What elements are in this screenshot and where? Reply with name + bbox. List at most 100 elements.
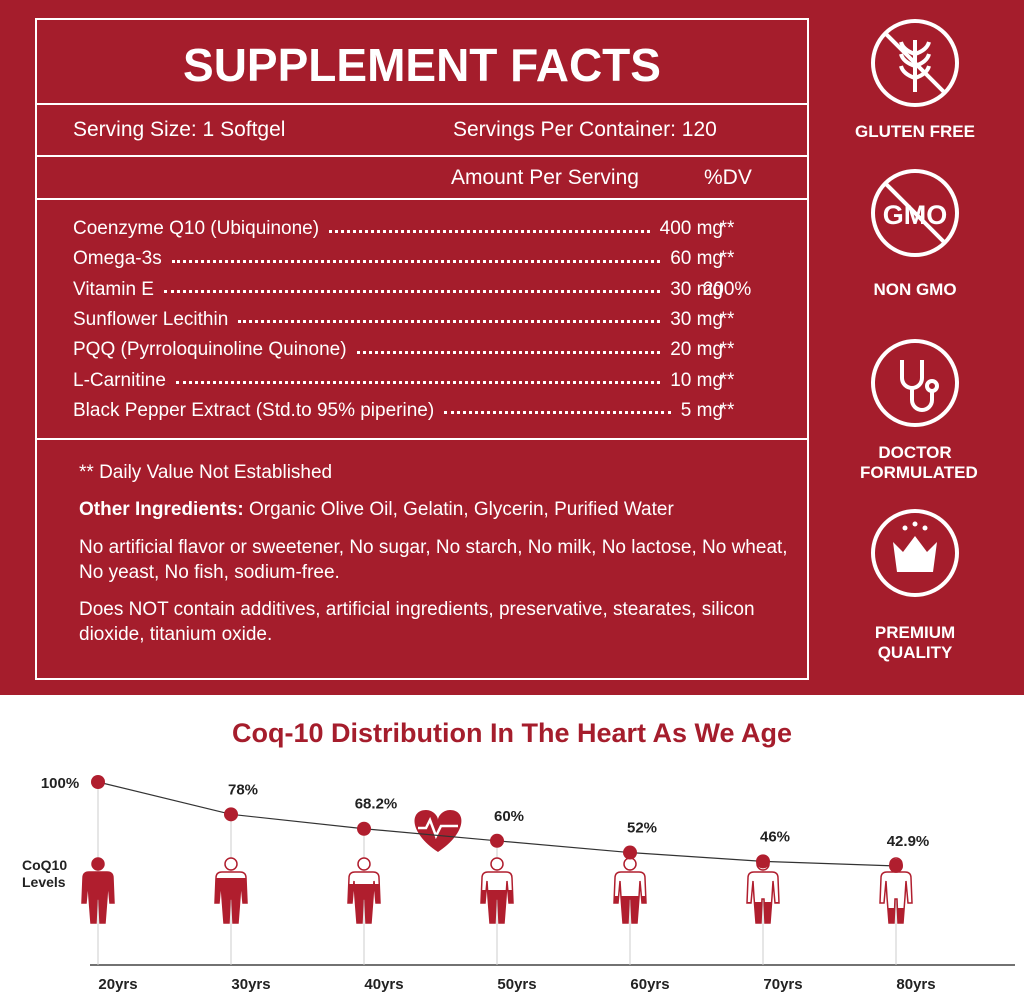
ingredient-dv: ** <box>719 339 735 361</box>
head <box>490 857 504 871</box>
leader-dots <box>238 320 661 324</box>
value-label: 68.2% <box>355 796 398 813</box>
leader-dots <box>329 229 650 233</box>
ingredient-amount: 30 mg <box>670 308 723 330</box>
x-tick-label: 20yrs <box>98 976 137 993</box>
ingredient-row: L-Carnitine 10 mg <box>73 366 723 396</box>
ingredient-name: Coenzyme Q10 (Ubiquinone) <box>73 218 320 239</box>
person-figure <box>613 857 647 924</box>
point <box>357 821 371 836</box>
ingredient-name: L-Carnitine <box>73 369 166 391</box>
other-ingredients-text: Organic Olive Oil, Gelatin, Glycerin, Pu… <box>248 499 674 520</box>
divider <box>37 198 807 200</box>
ingredient-name: Black Pepper Extract (Std.to 95% piperin… <box>73 399 435 421</box>
badge-label: PREMIUM QUALITY <box>874 623 956 662</box>
gluten-icon <box>871 19 959 107</box>
badge-icons: GMO <box>871 19 959 597</box>
divider <box>37 438 807 440</box>
value-label: 60% <box>494 808 524 825</box>
doctor-icon <box>871 339 959 427</box>
ingredient-amount: 10 mg <box>670 369 723 391</box>
chart-title: Coq-10 Distribution In The Heart As We A… <box>232 718 792 748</box>
leader-dots <box>175 381 661 384</box>
point <box>889 858 903 873</box>
badge-label: GLUTEN FREE <box>855 122 975 141</box>
body-fill <box>887 908 905 923</box>
x-tick-label: 70yrs <box>763 976 802 993</box>
leader-dots <box>356 350 661 354</box>
ingredient-row: Black Pepper Extract (Std.to 95% piperin… <box>73 396 723 426</box>
head <box>224 857 238 871</box>
other-ingredients-label: Other Ingredients: <box>79 499 244 520</box>
point <box>224 807 238 822</box>
quality-icon <box>871 509 959 597</box>
facts-title: SUPPLEMENT FACTS <box>183 39 661 91</box>
value-label: 100% <box>41 775 79 792</box>
divider <box>37 103 807 105</box>
supplement-panel: SUPPLEMENT FACTS Serving Size: 1 Softgel… <box>0 0 1024 695</box>
person-figure <box>347 857 381 924</box>
x-tick-label: 80yrs <box>896 976 935 993</box>
person-figure <box>214 857 248 924</box>
note: No artificial flavor or sweetener, No su… <box>79 537 788 583</box>
ingredient-dv: 200% <box>702 278 752 300</box>
ingredient-amount: 400 mg <box>659 218 723 239</box>
y-axis-label: CoQ10 Levels <box>22 857 68 890</box>
ingredient-dv: ** <box>719 399 735 421</box>
leader-dots <box>163 290 661 294</box>
ingredient-name: Omega-3s <box>73 248 162 270</box>
body-fill <box>481 890 513 923</box>
leader-dots <box>171 259 661 263</box>
daily-value-note: ** Daily Value Not Established <box>79 462 333 483</box>
point <box>490 833 504 848</box>
servings-per-container: Servings Per Container: 120 <box>453 118 717 141</box>
point <box>756 854 770 869</box>
badge-label: NON GMO <box>873 280 957 299</box>
ingredient-name: Sunflower Lecithin <box>73 308 229 330</box>
heart-icon <box>414 810 462 852</box>
ingredient-name: Vitamin E <box>73 278 154 300</box>
ingredient-dv: ** <box>719 248 735 270</box>
x-tick-label: 50yrs <box>497 976 536 993</box>
divider <box>37 155 807 157</box>
body <box>879 871 913 924</box>
chart: Coq-10 Distribution In The Heart As We A… <box>41 718 1015 993</box>
body-fill <box>82 872 114 923</box>
value-label: 46% <box>760 828 790 845</box>
value-label: 78% <box>228 781 258 798</box>
x-tick-label: 30yrs <box>231 976 270 993</box>
ingredient-amount: 5 mg <box>680 399 723 421</box>
point <box>91 775 105 789</box>
facts-box: SUPPLEMENT FACTS Serving Size: 1 Softgel… <box>35 18 809 680</box>
person-figure <box>480 857 514 924</box>
ingredient-name: PQQ (Pyrroloquinoline Quinone) <box>73 339 347 361</box>
ingredient-dv: ** <box>719 308 735 330</box>
ingredient-row: Omega-3s 60 mg <box>73 244 723 274</box>
body-fill <box>614 896 646 923</box>
ingredient-amount: 60 mg <box>670 248 723 270</box>
value-label: 42.9% <box>887 833 930 850</box>
gmo-icon: GMO <box>871 169 959 257</box>
other-ingredients: Other Ingredients: Organic Olive Oil, Ge… <box>79 497 789 522</box>
ingredient-row: PQQ (Pyrroloquinoline Quinone) 20 mg <box>73 335 723 365</box>
body-fill <box>348 884 380 923</box>
body-fill <box>747 902 779 923</box>
body <box>746 871 780 924</box>
ingredient-row: Coenzyme Q10 (Ubiquinone) 400 mg <box>73 214 723 244</box>
head <box>623 857 637 871</box>
note: Does NOT contain additives, artificial i… <box>79 599 755 645</box>
ingredient-amount: 20 mg <box>670 339 723 361</box>
head <box>91 857 105 871</box>
dv-header: %DV <box>704 166 752 189</box>
body-fill <box>215 878 247 923</box>
x-tick-label: 40yrs <box>364 976 403 993</box>
x-tick-label: 60yrs <box>630 976 669 993</box>
ingredient-amount: 30 mg <box>670 278 723 300</box>
ingredient-dv: ** <box>719 369 735 391</box>
point <box>623 845 637 860</box>
badge-label: DOCTOR FORMULATED <box>860 443 978 482</box>
ingredient-dv: ** <box>719 218 735 239</box>
value-label: 52% <box>627 820 657 837</box>
ingredient-row: Vitamin E 30 mg <box>73 275 723 305</box>
